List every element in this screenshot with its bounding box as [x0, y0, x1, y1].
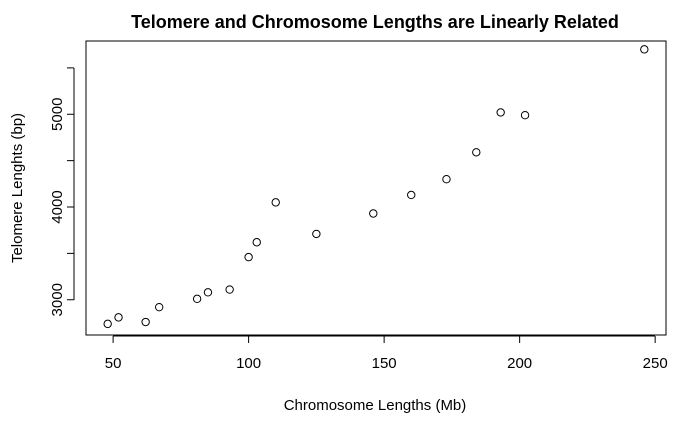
x-tick-label: 150	[372, 355, 397, 372]
data-point	[244, 252, 253, 262]
y-axis-label: Telomere Lenghts (bp)	[9, 113, 26, 263]
data-point	[192, 294, 202, 304]
y-tick-label: 4000	[49, 190, 66, 223]
data-point	[154, 302, 164, 312]
data-point	[369, 209, 378, 218]
x-axis-label: Chromosome Lengths (Mb)	[284, 397, 467, 414]
x-tick-label: 250	[643, 355, 668, 372]
data-point	[442, 174, 451, 184]
data-points	[103, 45, 649, 329]
y-axis: 3000 4000 5000	[49, 67, 75, 316]
data-point	[114, 313, 123, 322]
data-point	[141, 317, 150, 327]
x-tick-label: 100	[236, 355, 261, 372]
data-point	[203, 288, 213, 297]
data-point	[640, 45, 649, 54]
chart-title: Telomere and Chromosome Lengths are Line…	[131, 12, 619, 32]
data-point	[496, 108, 505, 117]
y-tick-label: 5000	[49, 98, 66, 131]
data-point	[472, 148, 481, 157]
data-point	[520, 110, 530, 120]
data-point	[271, 198, 280, 207]
y-tick-label: 3000	[49, 283, 66, 316]
x-axis: 50 100 150 200 250	[105, 335, 668, 372]
data-point	[312, 229, 321, 239]
data-point	[407, 190, 416, 200]
data-point	[103, 319, 112, 329]
plot-frame	[85, 40, 667, 336]
data-point	[225, 285, 234, 294]
x-tick-label: 50	[105, 355, 122, 372]
x-tick-label: 200	[507, 355, 532, 372]
data-point	[252, 238, 261, 247]
